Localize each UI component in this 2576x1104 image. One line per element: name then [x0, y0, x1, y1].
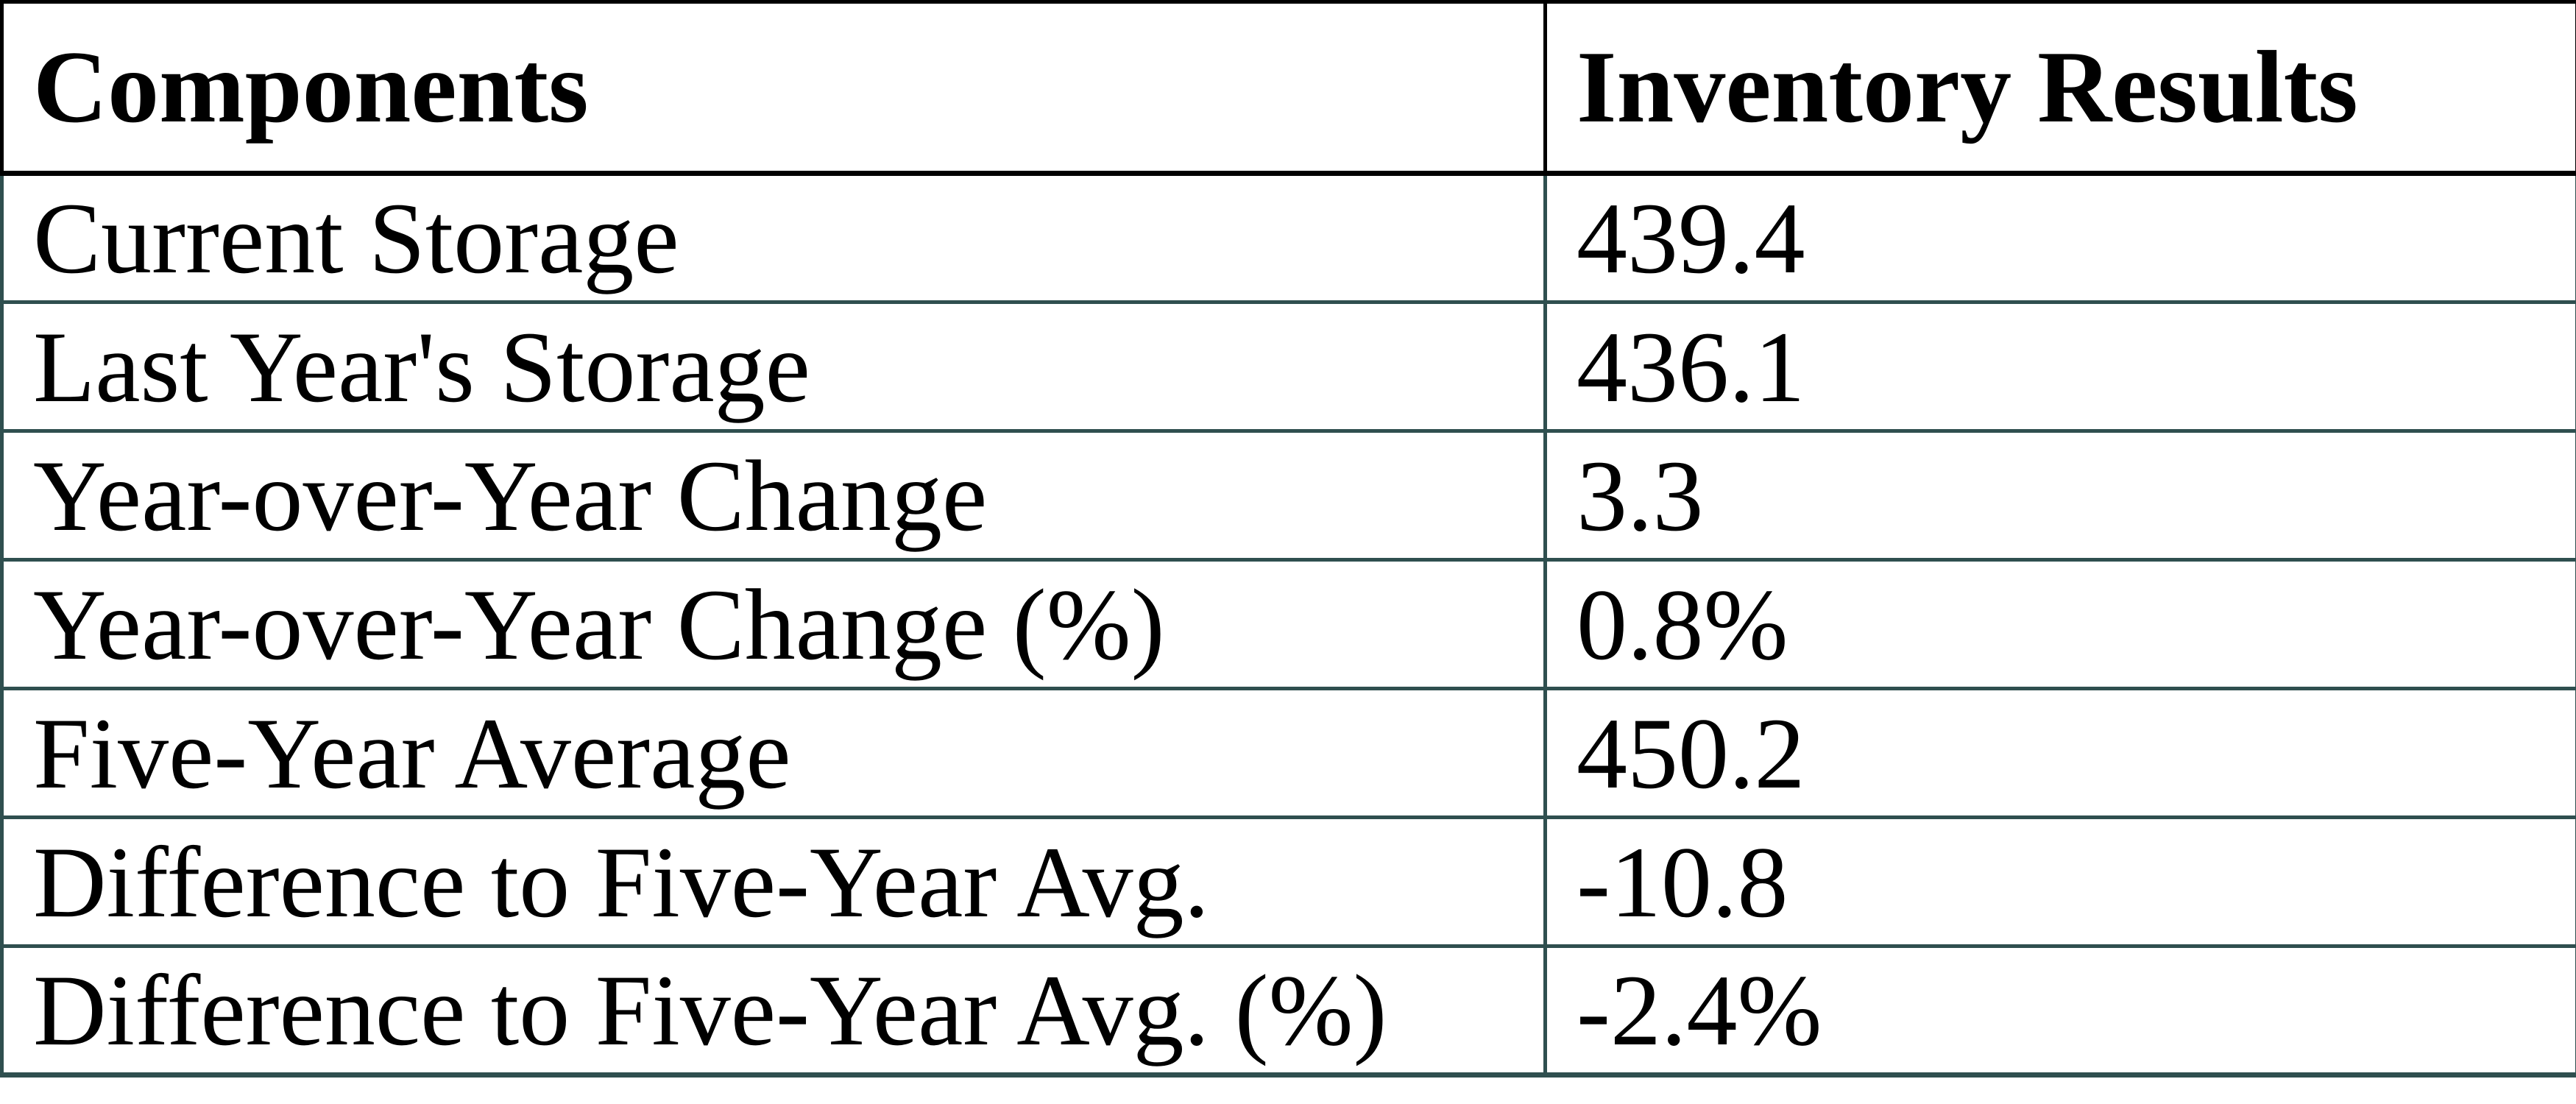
table-row-diff-five-year-avg-pct: Difference to Five-Year Avg. (%) -2.4%	[0, 944, 2576, 1078]
row-value: -10.8	[1543, 815, 2576, 948]
row-value: 450.2	[1543, 687, 2576, 819]
column-header-components: Components	[0, 0, 1547, 176]
row-label: Difference to Five-Year Avg.	[0, 815, 1547, 948]
row-value: 436.1	[1543, 300, 2576, 433]
table-row-last-years-storage: Last Year's Storage 436.1	[0, 300, 2576, 433]
row-value: -2.4%	[1543, 944, 2576, 1078]
table-row-yoy-change: Year-over-Year Change 3.3	[0, 429, 2576, 562]
table-row-diff-five-year-avg: Difference to Five-Year Avg. -10.8	[0, 815, 2576, 948]
header-row: Components Inventory Results	[0, 0, 2576, 176]
row-value: 439.4	[1543, 171, 2576, 304]
table-row-current-storage: Current Storage 439.4	[0, 171, 2576, 304]
column-header-inventory-results: Inventory Results	[1543, 0, 2576, 176]
row-label: Difference to Five-Year Avg. (%)	[0, 944, 1547, 1078]
row-value: 0.8%	[1543, 558, 2576, 690]
row-label: Year-over-Year Change (%)	[0, 558, 1547, 690]
table-row-five-year-average: Five-Year Average 450.2	[0, 687, 2576, 819]
inventory-results-table: Components Inventory Results Current Sto…	[0, 0, 2576, 1078]
row-label: Last Year's Storage	[0, 300, 1547, 433]
row-value: 3.3	[1543, 429, 2576, 562]
row-label: Year-over-Year Change	[0, 429, 1547, 562]
table-row-yoy-change-pct: Year-over-Year Change (%) 0.8%	[0, 558, 2576, 690]
row-label: Current Storage	[0, 171, 1547, 304]
row-label: Five-Year Average	[0, 687, 1547, 819]
